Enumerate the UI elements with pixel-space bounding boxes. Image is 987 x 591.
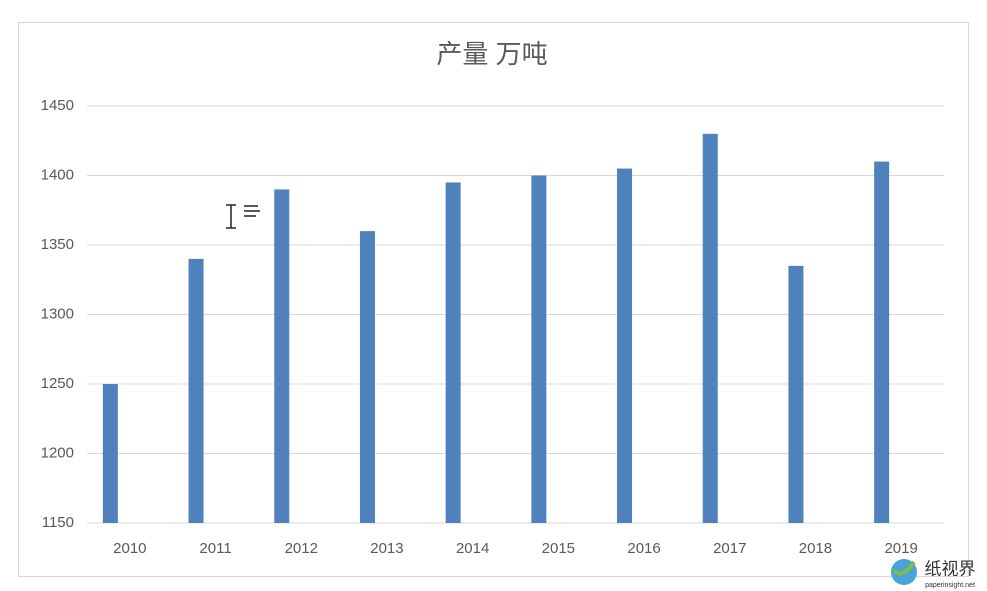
- y-tick-label: 1400: [41, 166, 74, 183]
- x-tick-label: 2011: [199, 540, 231, 557]
- bar: [788, 265, 804, 523]
- x-tick-label: 2013: [370, 540, 403, 557]
- y-tick-label: 1450: [41, 97, 74, 114]
- bar: [445, 182, 461, 523]
- bar: [874, 161, 890, 523]
- chart-title: 产量 万吨: [436, 39, 547, 69]
- text-cursor: [226, 204, 260, 229]
- watermark-url: paperinsight.net: [925, 582, 975, 589]
- bar: [702, 133, 718, 524]
- chart-frame: [18, 22, 969, 577]
- y-tick-label: 1250: [41, 375, 74, 392]
- y-tick-label: 1300: [41, 305, 74, 322]
- x-tick-label: 2019: [884, 540, 917, 557]
- bar: [359, 231, 375, 523]
- x-tick-label: 2014: [456, 540, 489, 557]
- x-tick-label: 2010: [113, 540, 146, 557]
- x-tick-label: 2015: [542, 540, 575, 557]
- bar: [102, 384, 118, 523]
- bar: [188, 258, 204, 523]
- x-tick-label: 2018: [799, 540, 832, 557]
- y-tick-label: 1350: [41, 236, 74, 253]
- x-tick-label: 2016: [627, 540, 660, 557]
- bar: [531, 175, 547, 523]
- bar: [617, 168, 633, 524]
- watermark-name: 纸视界: [925, 559, 976, 578]
- y-tick-label: 1150: [42, 514, 74, 531]
- bar: [274, 189, 290, 523]
- y-tick-label: 1200: [41, 444, 74, 461]
- watermark: 纸视界 paperinsight.net: [891, 559, 976, 589]
- x-tick-label: 2017: [713, 540, 746, 557]
- x-tick-label: 2012: [285, 540, 318, 557]
